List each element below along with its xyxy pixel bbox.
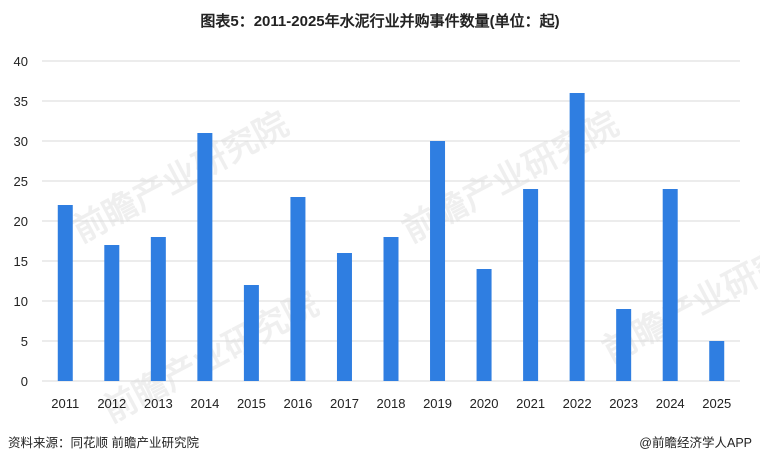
x-tick-label: 2014 — [190, 396, 219, 411]
chart-title: 图表5：2011-2025年水泥行业并购事件数量(单位：起) — [200, 13, 560, 30]
bar-2015 — [243, 285, 259, 381]
bar-2013 — [150, 237, 166, 381]
credit-note: @前瞻经济学人APP — [639, 436, 752, 450]
x-tick-label: 2011 — [51, 396, 79, 411]
bar-2018 — [383, 237, 399, 381]
x-tick-label: 2016 — [283, 396, 312, 411]
bar-2011 — [57, 205, 73, 381]
y-tick-label: 30 — [14, 134, 28, 149]
y-tick-label: 15 — [14, 254, 28, 269]
x-tick-label: 2020 — [470, 396, 499, 411]
y-axis-ticks: 0 5 10 15 20 25 30 35 40 — [14, 54, 28, 389]
bar-2016 — [290, 197, 306, 381]
x-tick-label: 2018 — [377, 396, 406, 411]
y-tick-label: 40 — [14, 54, 28, 69]
y-tick-label: 10 — [14, 294, 28, 309]
bar-2023 — [616, 309, 632, 381]
x-tick-label: 2021 — [516, 396, 545, 411]
x-axis-ticks: 2011 2012 2013 2014 2015 2016 2017 2018 2019 2020… — [51, 396, 731, 411]
y-tick-label: 35 — [14, 94, 28, 109]
y-tick-label: 5 — [21, 334, 28, 349]
bar-2014 — [197, 133, 213, 381]
x-tick-label: 2012 — [97, 396, 126, 411]
x-tick-label: 2015 — [237, 396, 266, 411]
x-tick-label: 2022 — [563, 396, 592, 411]
x-tick-label: 2019 — [423, 396, 452, 411]
x-tick-label: 2017 — [330, 396, 359, 411]
y-tick-label: 25 — [14, 174, 28, 189]
bar-2019 — [430, 141, 446, 381]
x-tick-label: 2025 — [702, 396, 731, 411]
bar-2025 — [709, 341, 725, 381]
bar-2024 — [662, 189, 678, 381]
y-tick-label: 0 — [21, 374, 28, 389]
x-tick-label: 2024 — [656, 396, 685, 411]
bar-2022 — [569, 93, 585, 381]
bar-2012 — [104, 245, 120, 381]
bar-2021 — [523, 189, 539, 381]
bar-2017 — [336, 253, 352, 381]
bar-2020 — [476, 269, 492, 381]
x-tick-label: 2023 — [609, 396, 638, 411]
x-tick-label: 2013 — [144, 396, 173, 411]
source-note: 资料来源：同花顺 前瞻产业研究院 — [8, 436, 199, 450]
y-tick-label: 20 — [14, 214, 28, 229]
bars — [57, 93, 725, 381]
